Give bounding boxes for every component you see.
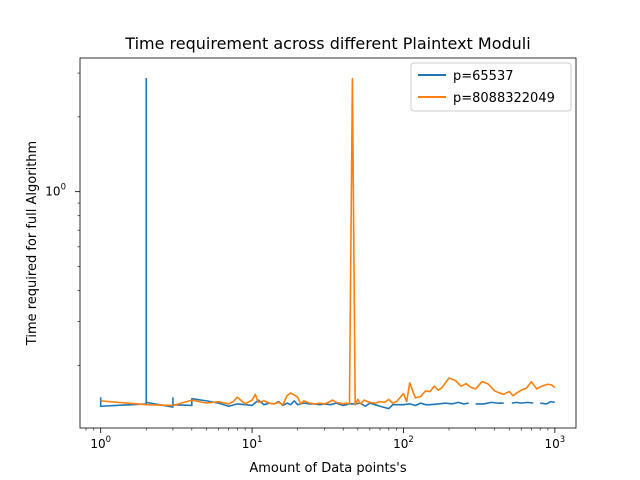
y-tick-label-0: 100 <box>45 183 66 199</box>
series-line-1 <box>100 77 556 407</box>
x-tick-label-3: 103 <box>544 435 565 451</box>
chart-title: Time requirement across different Plaint… <box>124 34 530 53</box>
x-tick-label-0: 100 <box>90 435 111 451</box>
series-layer <box>99 77 556 410</box>
axis-layer: 100 101 102 103 100 <box>45 72 565 451</box>
plot-frame <box>79 57 577 429</box>
legend: p=65537 p=8088322049 <box>410 62 572 112</box>
legend-label-65537: p=65537 <box>453 69 514 84</box>
legend-box <box>410 62 572 112</box>
x-axis-label: Amount of Data points's <box>249 461 407 476</box>
y-axis-label: Time required for full Algorithm <box>25 141 40 346</box>
x-tick-label-1: 101 <box>242 435 263 451</box>
x-tick-label-2: 102 <box>393 435 414 451</box>
legend-label-8088322049: p=8088322049 <box>453 91 555 106</box>
